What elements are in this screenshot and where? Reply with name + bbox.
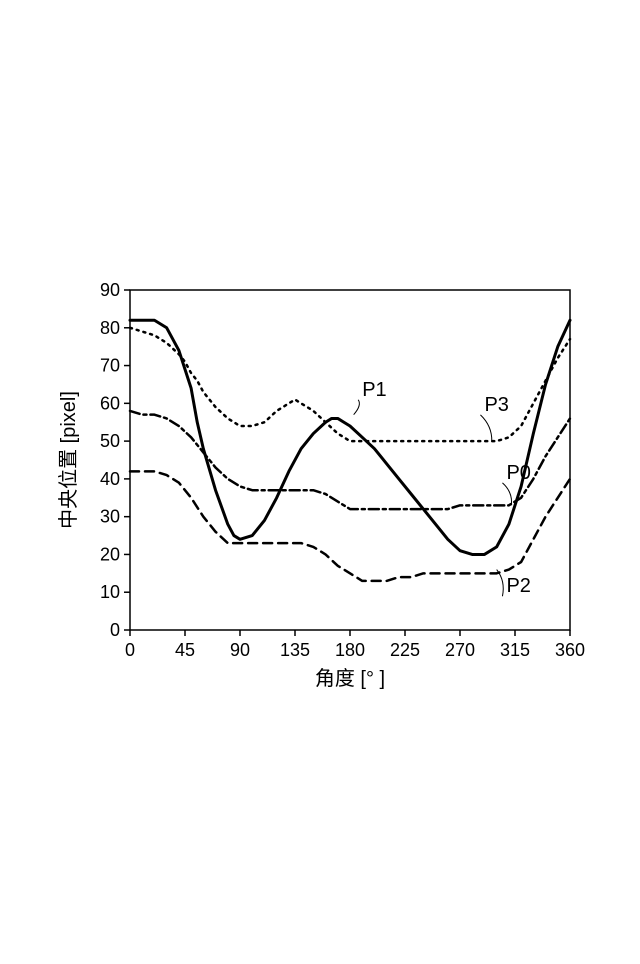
svg-text:180: 180 [335,640,365,660]
series-label-p1: P1 [362,379,386,401]
svg-text:80: 80 [100,318,120,338]
svg-text:40: 40 [100,469,120,489]
chart-container: 0 45 90 135 180 225 270 315 360 0 10 20 30 40 50 60 70 80… [50,280,590,700]
series-label-p2: P2 [506,575,530,597]
svg-text:270: 270 [445,640,475,660]
svg-text:50: 50 [100,431,120,451]
svg-text:90: 90 [230,640,250,660]
svg-text:90: 90 [100,280,120,300]
svg-text:225: 225 [390,640,420,660]
svg-text:315: 315 [500,640,530,660]
svg-text:45: 45 [175,640,195,660]
svg-text:60: 60 [100,393,120,413]
svg-text:70: 70 [100,356,120,376]
svg-text:0: 0 [125,640,135,660]
series-label-p3: P3 [484,394,508,416]
svg-text:20: 20 [100,544,120,564]
svg-text:360: 360 [555,640,585,660]
svg-text:0: 0 [110,620,120,640]
svg-text:30: 30 [100,507,120,527]
y-axis-label: 中央位置 [pixel] [57,391,80,529]
svg-text:135: 135 [280,640,310,660]
svg-text:10: 10 [100,582,120,602]
x-axis-label: 角度 [° ] [315,667,385,690]
series-label-p0: P0 [506,462,530,484]
line-chart: 0 45 90 135 180 225 270 315 360 0 10 20 30 40 50 60 70 80… [50,280,590,700]
